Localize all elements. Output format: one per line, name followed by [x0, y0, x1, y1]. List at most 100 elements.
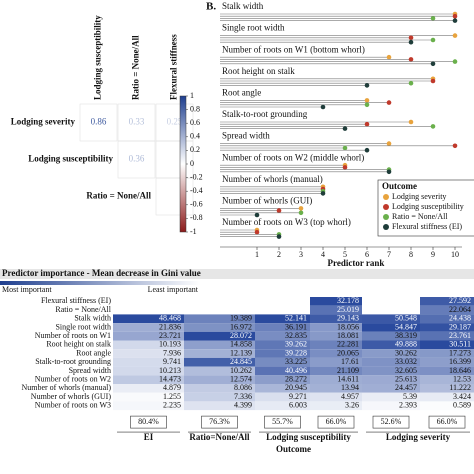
rank-dot	[452, 18, 458, 23]
table-cell	[420, 375, 474, 384]
table-value: 10.193	[159, 340, 181, 349]
table-value: 18.646	[449, 366, 471, 375]
rank-dot	[430, 61, 436, 67]
rank-dot	[254, 229, 260, 235]
table-cell	[310, 323, 362, 332]
table-value: 4.399	[234, 401, 252, 410]
colorbar-label: 1	[190, 91, 194, 100]
table-cell	[255, 314, 310, 324]
table-row-label: Spread width	[69, 366, 111, 375]
table-value: 36.191	[285, 322, 307, 331]
predictor-label: Root height on stalk	[222, 66, 295, 76]
table-cell	[184, 349, 255, 358]
table-value: 18.056	[337, 322, 359, 331]
rank-dot	[452, 33, 458, 38]
table-title-bar	[0, 269, 474, 279]
rank-dot	[364, 121, 370, 127]
table-cell	[420, 384, 474, 393]
rank-dot	[386, 169, 392, 175]
table-cell	[255, 392, 310, 402]
x-axis-label: Predictor rank	[328, 258, 385, 268]
rank-dot	[408, 80, 414, 86]
colorbar-label: -1	[190, 227, 197, 236]
table-cell	[362, 323, 420, 332]
group-label: Ratio=None/All	[189, 432, 250, 442]
table-cell	[255, 323, 310, 332]
table-value: 19.389	[230, 314, 252, 323]
x-tick-label: 8	[409, 250, 413, 259]
table-cell	[362, 357, 420, 367]
predictor-label: Number of whorls (manual)	[222, 174, 323, 184]
table-row-label: Single root width	[55, 322, 111, 331]
correlation-value: 0.33	[129, 117, 145, 127]
rank-dot	[430, 16, 436, 21]
accuracy: 76.3%	[209, 417, 230, 426]
table-row-label: Number of whorls (manual)	[21, 383, 111, 392]
predictor-label: Stalk width	[222, 1, 264, 11]
table-cell	[310, 392, 362, 402]
legend-box	[377, 179, 474, 237]
rank-dot	[320, 191, 326, 196]
table-value: 24.438	[449, 314, 471, 323]
table-value: 20.065	[337, 348, 359, 357]
table-row-label: Number of roots on W2	[35, 374, 111, 383]
table-cell	[362, 349, 420, 358]
table-value: 29.187	[449, 322, 471, 331]
table-cell	[113, 357, 184, 367]
table-value: 14.611	[337, 374, 359, 383]
rank-dot	[452, 13, 458, 19]
predictor-label: Root angle	[222, 87, 261, 97]
table-value: 3.26	[345, 401, 359, 410]
predictor-label: Stalk-to-root grounding	[222, 109, 308, 119]
table-cell	[184, 340, 255, 350]
table-value: 16.972	[230, 322, 252, 331]
table-cell	[362, 401, 420, 411]
table-cell	[310, 401, 362, 411]
row-label: Ratio = None/All	[86, 191, 151, 201]
x-tick-label: 4	[321, 250, 325, 259]
table-cell	[255, 366, 310, 376]
table-value: 12.139	[230, 348, 252, 357]
panel-title: B.	[206, 1, 216, 13]
table-cell	[255, 375, 310, 384]
table-row-label: Number of whorls (GUI)	[31, 392, 112, 401]
table-value: 52.141	[285, 314, 307, 323]
table-value: 39.262	[285, 340, 307, 349]
table-cell	[113, 331, 184, 341]
table-cell	[310, 331, 362, 341]
legend-dot	[383, 204, 389, 210]
legend-label: Lodging severity	[392, 192, 446, 201]
table-cell	[184, 366, 255, 376]
table-row-label: Stalk width	[74, 314, 111, 323]
table-value: 32.605	[395, 366, 417, 375]
colorbar-label: 0.8	[190, 104, 200, 113]
rank-dot	[452, 143, 458, 149]
colorbar-label: -0.6	[190, 200, 203, 209]
table-cell	[255, 401, 310, 411]
table-cell	[255, 357, 310, 367]
table-cell	[113, 375, 184, 384]
rank-dot	[408, 39, 414, 45]
table-row-label: Ratio = None/All	[55, 305, 111, 314]
x-tick-label: 9	[431, 250, 435, 259]
colorbar-label: 0	[190, 159, 194, 168]
table-value: 33.032	[395, 357, 417, 366]
x-tick-label: 1	[255, 250, 259, 259]
rank-dot	[386, 141, 392, 146]
correlation-value: 0.25	[167, 117, 183, 127]
table-value: 18.081	[337, 331, 359, 340]
table-value: 14.858	[230, 340, 252, 349]
cell-outline	[155, 177, 194, 216]
rank-dot	[364, 102, 370, 108]
rank-dot	[430, 78, 436, 84]
legend-label: Flexural stiffness (EI)	[392, 222, 462, 231]
table-cell	[420, 357, 474, 367]
legend-dot	[383, 194, 389, 200]
legend-dot	[383, 224, 389, 230]
table-value: 13.94	[341, 383, 359, 392]
rank-dot	[408, 57, 414, 62]
table-cell	[255, 331, 310, 341]
table-cell	[420, 331, 474, 341]
rank-dot	[276, 234, 282, 239]
